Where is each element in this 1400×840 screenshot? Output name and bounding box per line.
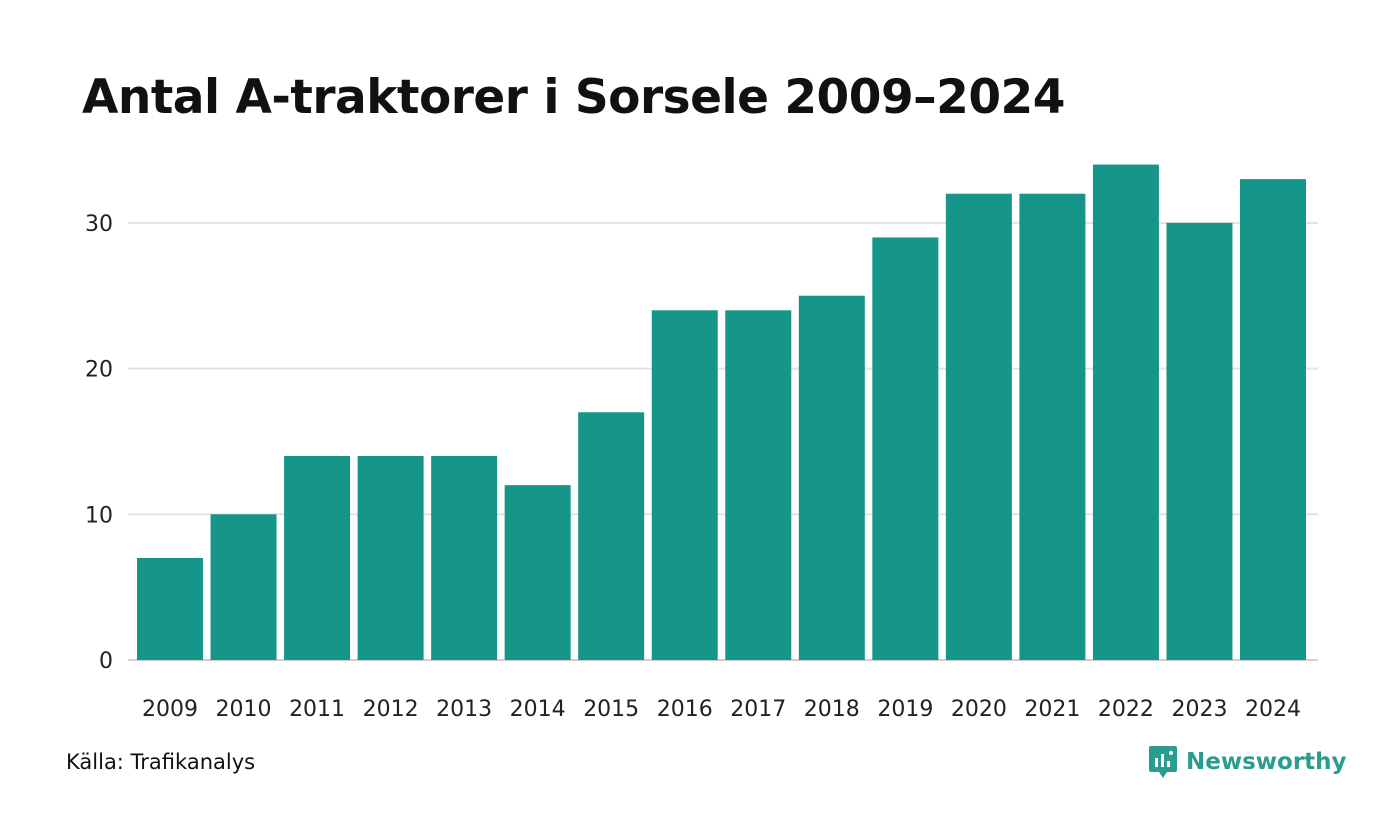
x-tick-label: 2015	[583, 697, 639, 722]
bar-2012	[357, 456, 424, 660]
bar-2016	[651, 310, 718, 660]
y-axis-ticks: 0 10 20 30	[85, 212, 113, 674]
x-tick-label: 2012	[363, 697, 419, 722]
bar-2018	[798, 295, 865, 660]
bar-2021	[1019, 193, 1086, 660]
bar-2015	[578, 412, 645, 660]
bar-2022	[1092, 164, 1159, 661]
y-tick-label: 20	[85, 358, 113, 383]
bar-2020	[945, 193, 1012, 660]
bar-2023	[1166, 222, 1233, 660]
x-tick-label: 2010	[216, 697, 272, 722]
bar-2019	[872, 237, 939, 660]
x-tick-label: 2021	[1024, 697, 1080, 722]
x-tick-label: 2022	[1098, 697, 1154, 722]
x-tick-label: 2017	[730, 697, 786, 722]
x-tick-label: 2019	[877, 697, 933, 722]
x-tick-label: 2023	[1171, 697, 1227, 722]
bar-2013	[431, 456, 498, 660]
x-axis-ticks: 2009 2010 2011 2012 2013 2014 2015 2016 2017 2018…	[142, 697, 1301, 722]
bar-2017	[725, 310, 792, 660]
chart-title: Antal A-traktorer i Sorsele 2009–2024	[82, 70, 1065, 125]
y-tick-label: 10	[85, 503, 113, 528]
bars	[137, 164, 1306, 661]
y-tick-label: 30	[85, 212, 113, 237]
x-tick-label: 2016	[657, 697, 713, 722]
bar-2024	[1240, 179, 1306, 660]
brand-name: Newsworthy	[1186, 749, 1347, 775]
bar-2011	[284, 456, 351, 660]
bar-2014	[504, 485, 571, 660]
x-tick-label: 2018	[804, 697, 860, 722]
brand-logo: Newsworthy	[1148, 744, 1347, 780]
bar-2010	[210, 514, 277, 660]
newsworthy-logo-icon	[1149, 746, 1177, 778]
x-tick-label: 2009	[142, 697, 198, 722]
source-note: Källa: Trafikanalys	[66, 750, 256, 774]
x-tick-label: 2024	[1245, 697, 1301, 722]
y-tick-label: 0	[99, 649, 113, 674]
x-tick-label: 2013	[436, 697, 492, 722]
x-tick-label: 2011	[289, 697, 345, 722]
bar-2009	[137, 558, 203, 660]
x-tick-label: 2014	[510, 697, 566, 722]
x-tick-label: 2020	[951, 697, 1007, 722]
